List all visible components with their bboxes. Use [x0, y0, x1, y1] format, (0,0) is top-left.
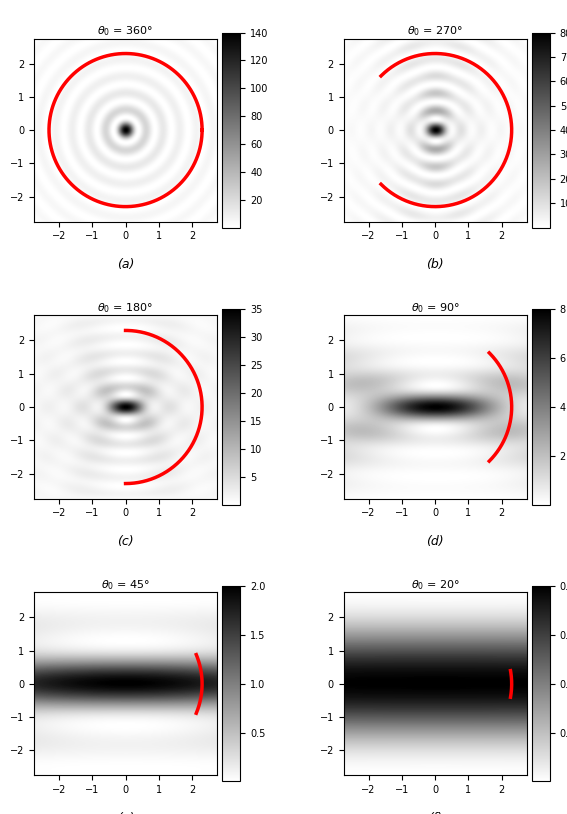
Title: $\theta_0$ = 270°: $\theta_0$ = 270°: [407, 24, 463, 38]
Text: (c): (c): [117, 535, 134, 548]
Title: $\theta_0$ = 45°: $\theta_0$ = 45°: [101, 578, 150, 592]
Title: $\theta_0$ = 90°: $\theta_0$ = 90°: [411, 301, 460, 315]
Text: (e): (e): [117, 812, 134, 814]
Text: (f): (f): [428, 812, 442, 814]
Title: $\theta_0$ = 20°: $\theta_0$ = 20°: [411, 578, 460, 592]
Title: $\theta_0$ = 360°: $\theta_0$ = 360°: [98, 24, 154, 38]
Text: (d): (d): [426, 535, 444, 548]
Title: $\theta_0$ = 180°: $\theta_0$ = 180°: [98, 301, 154, 315]
Text: (b): (b): [426, 258, 444, 271]
Text: (a): (a): [117, 258, 134, 271]
